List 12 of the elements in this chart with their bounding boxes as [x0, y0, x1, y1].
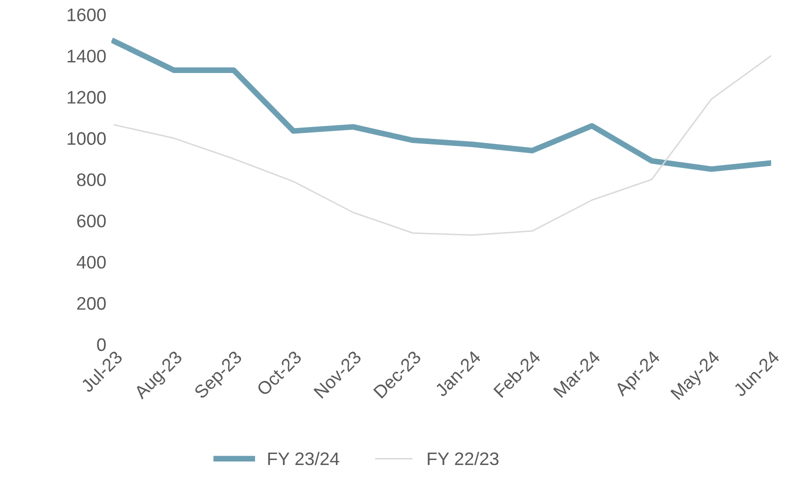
y-tick-label: 1000	[68, 132, 106, 145]
y-tick-label: 800	[77, 173, 106, 186]
y-tick-label: 1200	[68, 90, 106, 104]
y-tick-label: 0	[97, 338, 106, 352]
y-tick-label: 400	[76, 256, 106, 269]
y-tick-label: 200	[77, 297, 106, 310]
y-tick-label: 600	[77, 214, 106, 228]
legend-label: FY 22/23	[428, 452, 499, 466]
y-tick-label: 1600	[68, 8, 106, 22]
y-tick-label: 1400	[68, 50, 106, 62]
line-series	[114, 55, 772, 236]
legend-label: FY 23/24	[268, 452, 340, 466]
